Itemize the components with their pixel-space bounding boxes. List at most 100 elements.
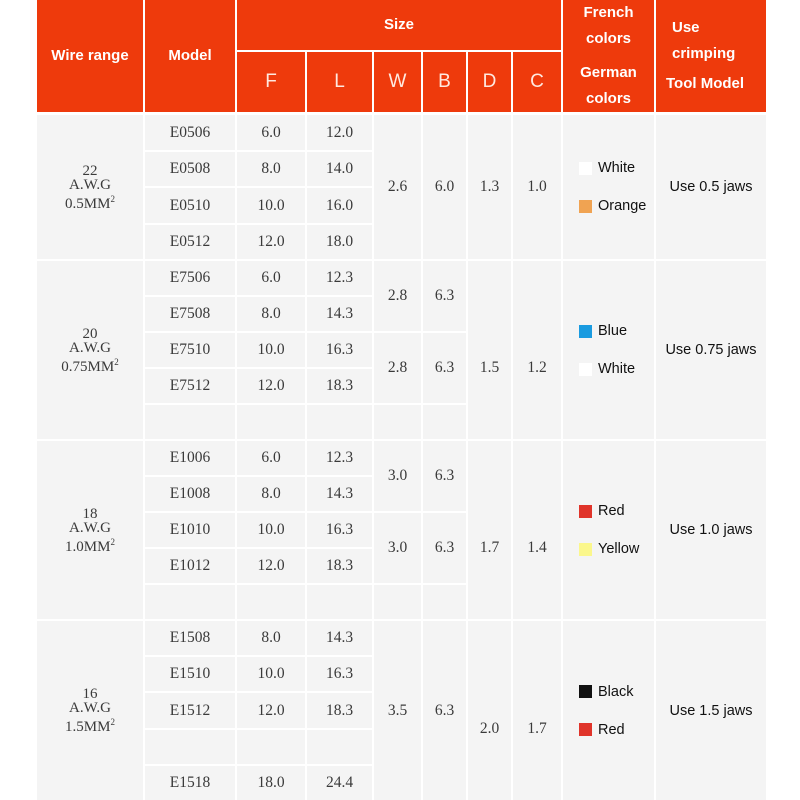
cell-model: E0506	[145, 115, 235, 150]
header-size-l: L	[307, 52, 372, 112]
cell-l: 24.4	[307, 766, 372, 800]
cell-l: 16.3	[307, 513, 372, 547]
cell-b	[423, 585, 466, 619]
cell-l: 16.3	[307, 657, 372, 691]
cell-c-bg	[513, 621, 561, 800]
cell-b: 6.3	[423, 513, 466, 583]
cell-model: E7510	[145, 333, 235, 367]
cell-c: 1.7	[527, 719, 547, 737]
colors-cell: Red Yellow	[563, 441, 654, 619]
cell-f: 8.0	[237, 152, 305, 186]
cell-w: 2.8	[374, 261, 421, 331]
color-swatch-icon	[579, 324, 592, 338]
cell-f: 6.0	[237, 115, 305, 150]
cell-c-bg	[513, 115, 561, 259]
cell-l: 16.3	[307, 333, 372, 367]
cell-f: 8.0	[237, 621, 305, 655]
awg-unit: A.W.G	[69, 176, 111, 193]
cell-f	[237, 405, 305, 439]
tool-cell: Use 1.0 jaws	[656, 441, 766, 619]
cell-model: E1012	[145, 549, 235, 583]
cell-model: E0510	[145, 188, 235, 223]
cell-l: 14.0	[307, 152, 372, 186]
cell-b: 6.3	[423, 621, 466, 800]
cell-l	[307, 405, 372, 439]
cell-d-bg	[468, 621, 511, 800]
awg-unit: A.W.G	[69, 700, 111, 716]
german-colors-label: German colors	[580, 64, 637, 107]
header-wire-range: Wire range	[37, 0, 143, 112]
wire-range-cell: 20 A.W.G 0.75MM2	[37, 261, 143, 439]
cell-model: E7508	[145, 297, 235, 331]
header-colors: French colors German colors	[563, 0, 654, 112]
cell-c-bg	[513, 441, 561, 619]
cell-b	[423, 405, 466, 439]
cell-b: 6.0	[423, 115, 466, 259]
awg-unit: A.W.G	[69, 519, 111, 536]
cell-w: 3.5	[374, 621, 421, 800]
color-name: White	[598, 160, 636, 176]
mm-size: 0.75MM	[61, 358, 115, 375]
cell-l: 12.3	[307, 261, 372, 295]
color-swatch-icon	[579, 685, 592, 699]
cell-model: E1508	[145, 621, 235, 655]
wire-range-cell: 22 A.W.G 0.5MM2	[37, 115, 143, 259]
color-name: Red	[598, 503, 625, 519]
awg: 16	[82, 686, 98, 702]
cell-f	[237, 730, 305, 764]
color-name: Black	[598, 683, 634, 700]
cell-model: E0508	[145, 152, 235, 186]
cell-f: 10.0	[237, 333, 305, 367]
cell-d: 1.5	[479, 359, 500, 376]
cell-model: E1510	[145, 657, 235, 691]
colors-cell: Black Red	[563, 621, 654, 800]
color-swatch-icon	[579, 362, 592, 376]
cell-b: 6.3	[423, 441, 466, 511]
cell-model: E1008	[145, 477, 235, 511]
cell-f: 12.0	[237, 549, 305, 583]
cell-d-bg	[468, 261, 511, 439]
cell-f: 8.0	[237, 477, 305, 511]
tool-label-1: Use crimping	[672, 19, 736, 62]
colors-cell: White Orange	[563, 115, 654, 259]
mm-sup: 2	[110, 536, 115, 547]
cell-w: 2.8	[374, 333, 421, 403]
cell-l: 18.3	[307, 369, 372, 403]
cell-model: E7512	[145, 369, 235, 403]
cell-l	[307, 585, 372, 619]
french-colors-label: French colors	[583, 4, 634, 47]
tool-cell: Use 1.5 jaws	[656, 621, 766, 800]
mm-sup: 2	[110, 717, 115, 727]
color-name: White	[598, 361, 636, 377]
cell-f: 18.0	[237, 766, 305, 800]
cell-model: E1518	[145, 766, 235, 800]
awg: 22	[82, 162, 98, 179]
cell-model	[145, 730, 235, 764]
cell-c-bg	[513, 261, 561, 439]
color-item: Orange	[579, 198, 646, 214]
mm-size: 1.0MM	[65, 538, 111, 555]
color-item: Red	[579, 503, 625, 519]
header-tool-model: Use crimping Tool Model	[656, 0, 766, 112]
color-name: Blue	[598, 323, 628, 339]
cell-f: 10.0	[237, 513, 305, 547]
cell-l: 12.3	[307, 441, 372, 475]
cell-l: 14.3	[307, 297, 372, 331]
cell-f: 8.0	[237, 297, 305, 331]
color-item: Blue	[579, 323, 627, 339]
awg: 18	[82, 505, 98, 522]
cell-d: 1.3	[479, 178, 500, 195]
color-swatch-icon	[579, 542, 592, 556]
header-size-f: F	[237, 52, 305, 112]
cell-model: E7506	[145, 261, 235, 295]
awg: 20	[82, 325, 98, 342]
cell-model: E1512	[145, 693, 235, 728]
header-size-w: W	[374, 52, 421, 112]
mm-size: 0.5MM	[65, 195, 111, 212]
cell-w: 2.6	[374, 115, 421, 259]
color-swatch-icon	[579, 723, 592, 737]
cell-d-bg	[468, 441, 511, 619]
cell-l: 14.3	[307, 621, 372, 655]
mm-sup: 2	[110, 193, 115, 204]
